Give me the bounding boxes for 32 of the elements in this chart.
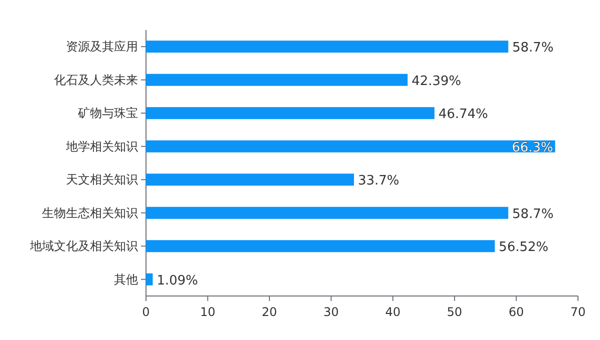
data-label: 1.09% [156, 273, 198, 288]
x-tick-label: 70 [570, 305, 586, 319]
y-tick-label: 天文相关知识 [66, 172, 138, 187]
bar [146, 74, 408, 86]
data-label: 58.7% [512, 206, 554, 222]
x-tick-label: 30 [324, 305, 339, 319]
y-tick-label: 其他 [114, 272, 138, 286]
x-tick-label: 60 [508, 305, 524, 319]
x-tick-label: 20 [262, 305, 278, 319]
bar [146, 174, 354, 186]
y-tick-label: 化石及人类未来 [54, 72, 138, 87]
y-tick-label: 生物生态相关知识 [42, 206, 138, 220]
bar [146, 206, 508, 219]
y-tick-label: 资源及其应用 [66, 40, 138, 54]
y-tick-label: 地学相关知识 [65, 139, 138, 154]
bar [146, 140, 556, 152]
x-tick-label: 40 [385, 305, 400, 319]
bar [146, 273, 153, 286]
data-label: 42.39% [412, 74, 462, 89]
data-label: 33.7% [358, 174, 400, 189]
bar [146, 240, 495, 252]
x-tick-label: 50 [446, 305, 462, 319]
bar [146, 40, 508, 53]
data-label: 46.74% [438, 107, 488, 122]
bar [146, 107, 434, 120]
data-label: 56.52% [498, 240, 548, 256]
y-tick-label: 矿物与珠宝 [77, 106, 138, 120]
x-tick-label: 10 [200, 305, 216, 319]
y-tick-label: 地域文化及相关知识 [29, 239, 138, 254]
data-label: 66.3% [512, 140, 554, 156]
data-label: 58.7% [512, 40, 554, 56]
x-tick-label: 0 [142, 305, 150, 319]
